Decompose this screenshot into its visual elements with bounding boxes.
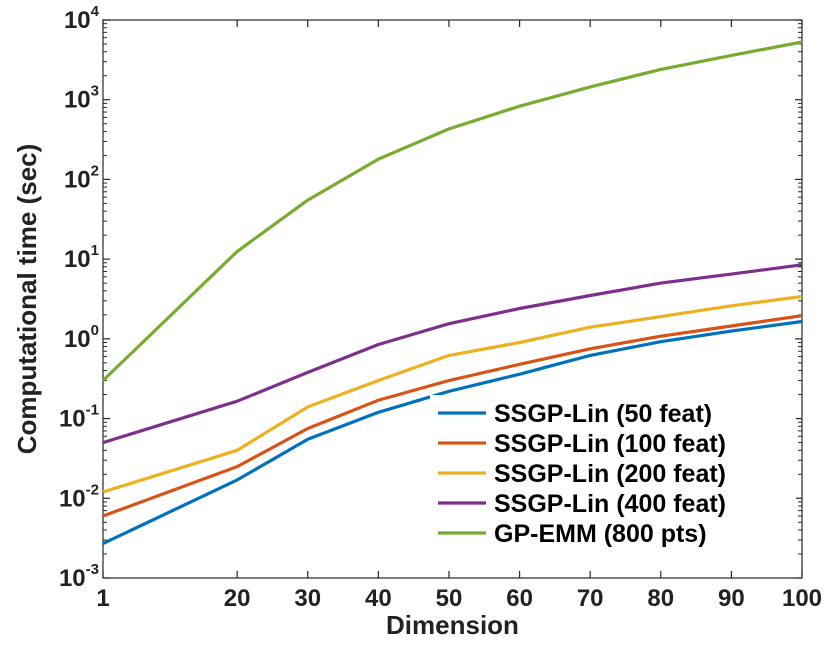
legend: SSGP-Lin (50 feat)SSGP-Lin (100 feat)SSG… xyxy=(430,395,796,557)
series-line-5 xyxy=(101,40,803,382)
x-tick-label: 80 xyxy=(647,585,674,612)
y-tick-label: 102 xyxy=(64,162,99,193)
x-tick-label: 90 xyxy=(718,585,745,612)
plot-frame xyxy=(102,19,803,579)
y-tick-label: 100 xyxy=(64,322,99,353)
y-tick-labels: 10-3 10-2 10-1 100 101 102 103 104 xyxy=(59,3,100,592)
x-tick-label: 40 xyxy=(365,585,392,612)
x-tick-labels: 1 20 30 40 50 60 70 80 90 100 xyxy=(96,585,822,612)
series-layer xyxy=(101,40,803,546)
series-line-4 xyxy=(102,263,803,445)
legend-box xyxy=(430,395,796,557)
y-tick-label: 10-3 xyxy=(59,561,99,592)
plot-area xyxy=(102,19,803,579)
y-axis-title: Computational time (sec) xyxy=(12,144,42,455)
y-tick-label: 101 xyxy=(64,242,99,273)
x-tick-label: 70 xyxy=(577,585,604,612)
x-tick-label: 100 xyxy=(782,585,822,612)
x-tick-label: 20 xyxy=(224,585,251,612)
y-tick-label: 10-2 xyxy=(59,481,99,512)
x-axis-title: Dimension xyxy=(386,610,519,640)
legend-label-2: SSGP-Lin (100 feat) xyxy=(494,430,726,458)
x-tick-label: 50 xyxy=(436,585,463,612)
y-tick-label: 104 xyxy=(64,3,100,34)
legend-label-5: GP-EMM (800 pts) xyxy=(494,520,707,548)
axis-ticks xyxy=(102,19,803,579)
legend-label-1: SSGP-Lin (50 feat) xyxy=(494,400,712,428)
series-line-3 xyxy=(102,294,803,494)
y-tick-label: 10-1 xyxy=(59,402,99,433)
x-tick-label: 60 xyxy=(506,585,533,612)
x-tick-label: 1 xyxy=(96,585,109,612)
x-tick-label: 30 xyxy=(294,585,321,612)
legend-label-4: SSGP-Lin (400 feat) xyxy=(494,490,726,518)
series-line-2 xyxy=(102,314,803,518)
y-tick-label: 103 xyxy=(64,83,99,114)
legend-label-3: SSGP-Lin (200 feat) xyxy=(494,460,726,488)
series-line-1 xyxy=(102,319,803,546)
